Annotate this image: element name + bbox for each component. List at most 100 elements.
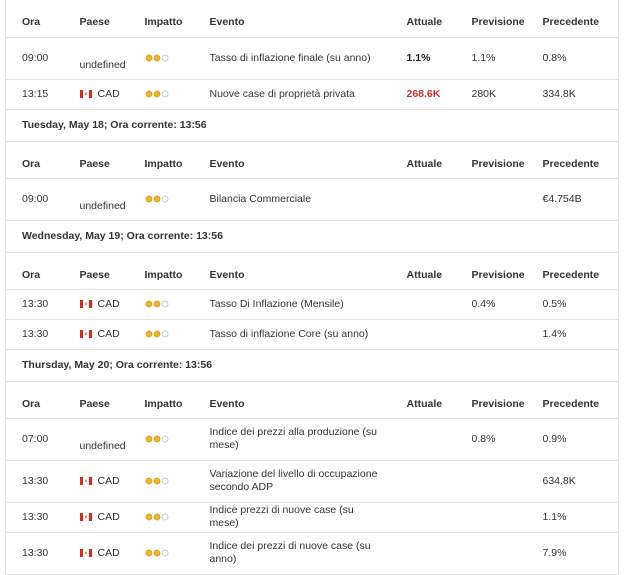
column-label: Evento xyxy=(209,397,245,410)
cell: CAD xyxy=(79,79,145,110)
header-cell: Previsione xyxy=(471,252,543,290)
actual: 268.6K xyxy=(406,87,441,100)
event-name: Nuove case di proprietà privata xyxy=(209,87,355,100)
impact-dot xyxy=(161,90,168,98)
impact-dot xyxy=(161,195,168,203)
header-cell: Impatto xyxy=(144,381,210,419)
date-row: Tuesday, May 18; Ora corrente: 13:56 xyxy=(5,109,619,142)
cell: 0.9% xyxy=(542,418,619,461)
cell xyxy=(406,178,472,221)
impact-dot xyxy=(161,300,168,308)
country: CAD xyxy=(97,87,120,100)
column-label: Ora xyxy=(22,268,41,281)
header-cell: Ora xyxy=(5,381,80,419)
time: 13:30 xyxy=(22,546,49,559)
header-row: Ora Paese Impatto Evento Attuale Previsione Pr… xyxy=(5,0,619,38)
previous: 0.8% xyxy=(542,51,567,64)
cell: Nuove case di proprietà privata xyxy=(209,79,407,110)
impact-dots xyxy=(145,513,168,521)
impact xyxy=(145,547,175,559)
impact-dot xyxy=(145,195,152,203)
impact-dot xyxy=(153,90,160,98)
column-label: Precedente xyxy=(542,157,600,170)
column-label: Ora xyxy=(22,397,41,410)
impact-dots xyxy=(145,54,168,62)
cell: Tasso di inflazione finale (su anno) xyxy=(209,37,407,80)
flag-icon xyxy=(79,476,92,485)
impact-dot xyxy=(145,513,152,521)
impact-dots xyxy=(145,477,168,485)
cell xyxy=(144,532,210,575)
impact-dots xyxy=(145,549,168,557)
header-cell: Precedente xyxy=(542,141,619,179)
cell: Indice prezzi di nuove case (su mese) xyxy=(209,502,407,533)
cell xyxy=(144,418,210,461)
impact-dots xyxy=(145,330,168,338)
cell xyxy=(471,178,543,221)
cell: Variazione del livello di occupazione se… xyxy=(209,460,407,503)
time: 13:30 xyxy=(22,510,49,523)
impact xyxy=(145,298,175,310)
header-row: Ora Paese Impatto Evento Attuale Previsione Pr… xyxy=(5,252,619,290)
cell: 268.6K xyxy=(406,79,472,110)
cell xyxy=(144,37,210,80)
impact-dot xyxy=(145,330,152,338)
column-label: Paese xyxy=(79,268,110,281)
column-label: Evento xyxy=(209,16,245,28)
cell: 13:30 xyxy=(5,289,80,320)
column-label: Impatto xyxy=(144,397,183,410)
event-row: 13:30 CAD Indice dei prezzi di nuove case … xyxy=(5,532,619,575)
previous: 0.9% xyxy=(542,432,567,445)
header-cell: Paese xyxy=(79,141,145,179)
cell xyxy=(471,532,543,575)
time: 09:00 xyxy=(22,51,49,64)
event-name: Indice dei prezzi di nuove case (su anno… xyxy=(209,540,371,565)
column-label: Attuale xyxy=(406,157,443,170)
previous: 634.8K xyxy=(542,474,576,487)
cell: 09:00 xyxy=(5,37,80,80)
column-label: Previsione xyxy=(471,16,525,28)
country: CAD xyxy=(97,510,120,523)
column-label: Paese xyxy=(79,16,110,28)
time: 13:30 xyxy=(22,327,49,340)
impact-dot xyxy=(153,435,160,443)
previous: 0.5% xyxy=(542,297,567,310)
cell xyxy=(406,289,472,320)
cell: 0.8% xyxy=(542,37,619,80)
impact-dots xyxy=(145,195,168,203)
header-cell: Previsione xyxy=(471,141,543,179)
impact xyxy=(145,328,175,340)
cell: CAD xyxy=(79,460,145,503)
column-label: Precedente xyxy=(542,268,600,281)
impact-dot xyxy=(145,54,152,62)
cell xyxy=(406,532,472,575)
cell xyxy=(144,460,210,503)
column-label: Previsione xyxy=(471,268,525,281)
calendar: Ora Paese Impatto Evento Attuale Previsione Pr… xyxy=(5,0,619,575)
header-cell: Attuale xyxy=(406,381,472,419)
cell: €4.754B xyxy=(542,178,619,221)
flag-icon xyxy=(79,329,92,338)
cell: CAD xyxy=(79,319,145,350)
header-row: Ora Paese Impatto Evento Attuale Previsione Pr… xyxy=(5,141,619,179)
cell: undefined xyxy=(79,37,145,80)
date-row: Wednesday, May 19; Ora corrente: 13:56 xyxy=(5,220,619,253)
time: 13:30 xyxy=(22,474,49,487)
date-row: Thursday, May 20; Ora corrente: 13:56 xyxy=(5,349,619,382)
column-label: Ora xyxy=(22,157,41,170)
time: 07:00 xyxy=(22,432,49,445)
cell: Indice dei prezzi alla produzione (su me… xyxy=(209,418,407,461)
cell: 1.1% xyxy=(542,502,619,533)
impact xyxy=(145,511,175,523)
header-row: Ora Paese Impatto Evento Attuale Previsione Pr… xyxy=(5,381,619,419)
event-row: 13:15 CAD Nuove case di proprietà privata 2… xyxy=(5,79,619,110)
actual: 1.1% xyxy=(406,51,431,64)
cell: Indice dei prezzi di nuove case (su anno… xyxy=(209,532,407,575)
cell xyxy=(406,319,472,350)
impact-dot xyxy=(161,54,168,62)
country: CAD xyxy=(97,474,120,487)
column-label: Precedente xyxy=(542,16,600,28)
impact-dot xyxy=(145,435,152,443)
cell: 13:15 xyxy=(5,79,80,110)
forecast: 1.1% xyxy=(471,51,496,64)
